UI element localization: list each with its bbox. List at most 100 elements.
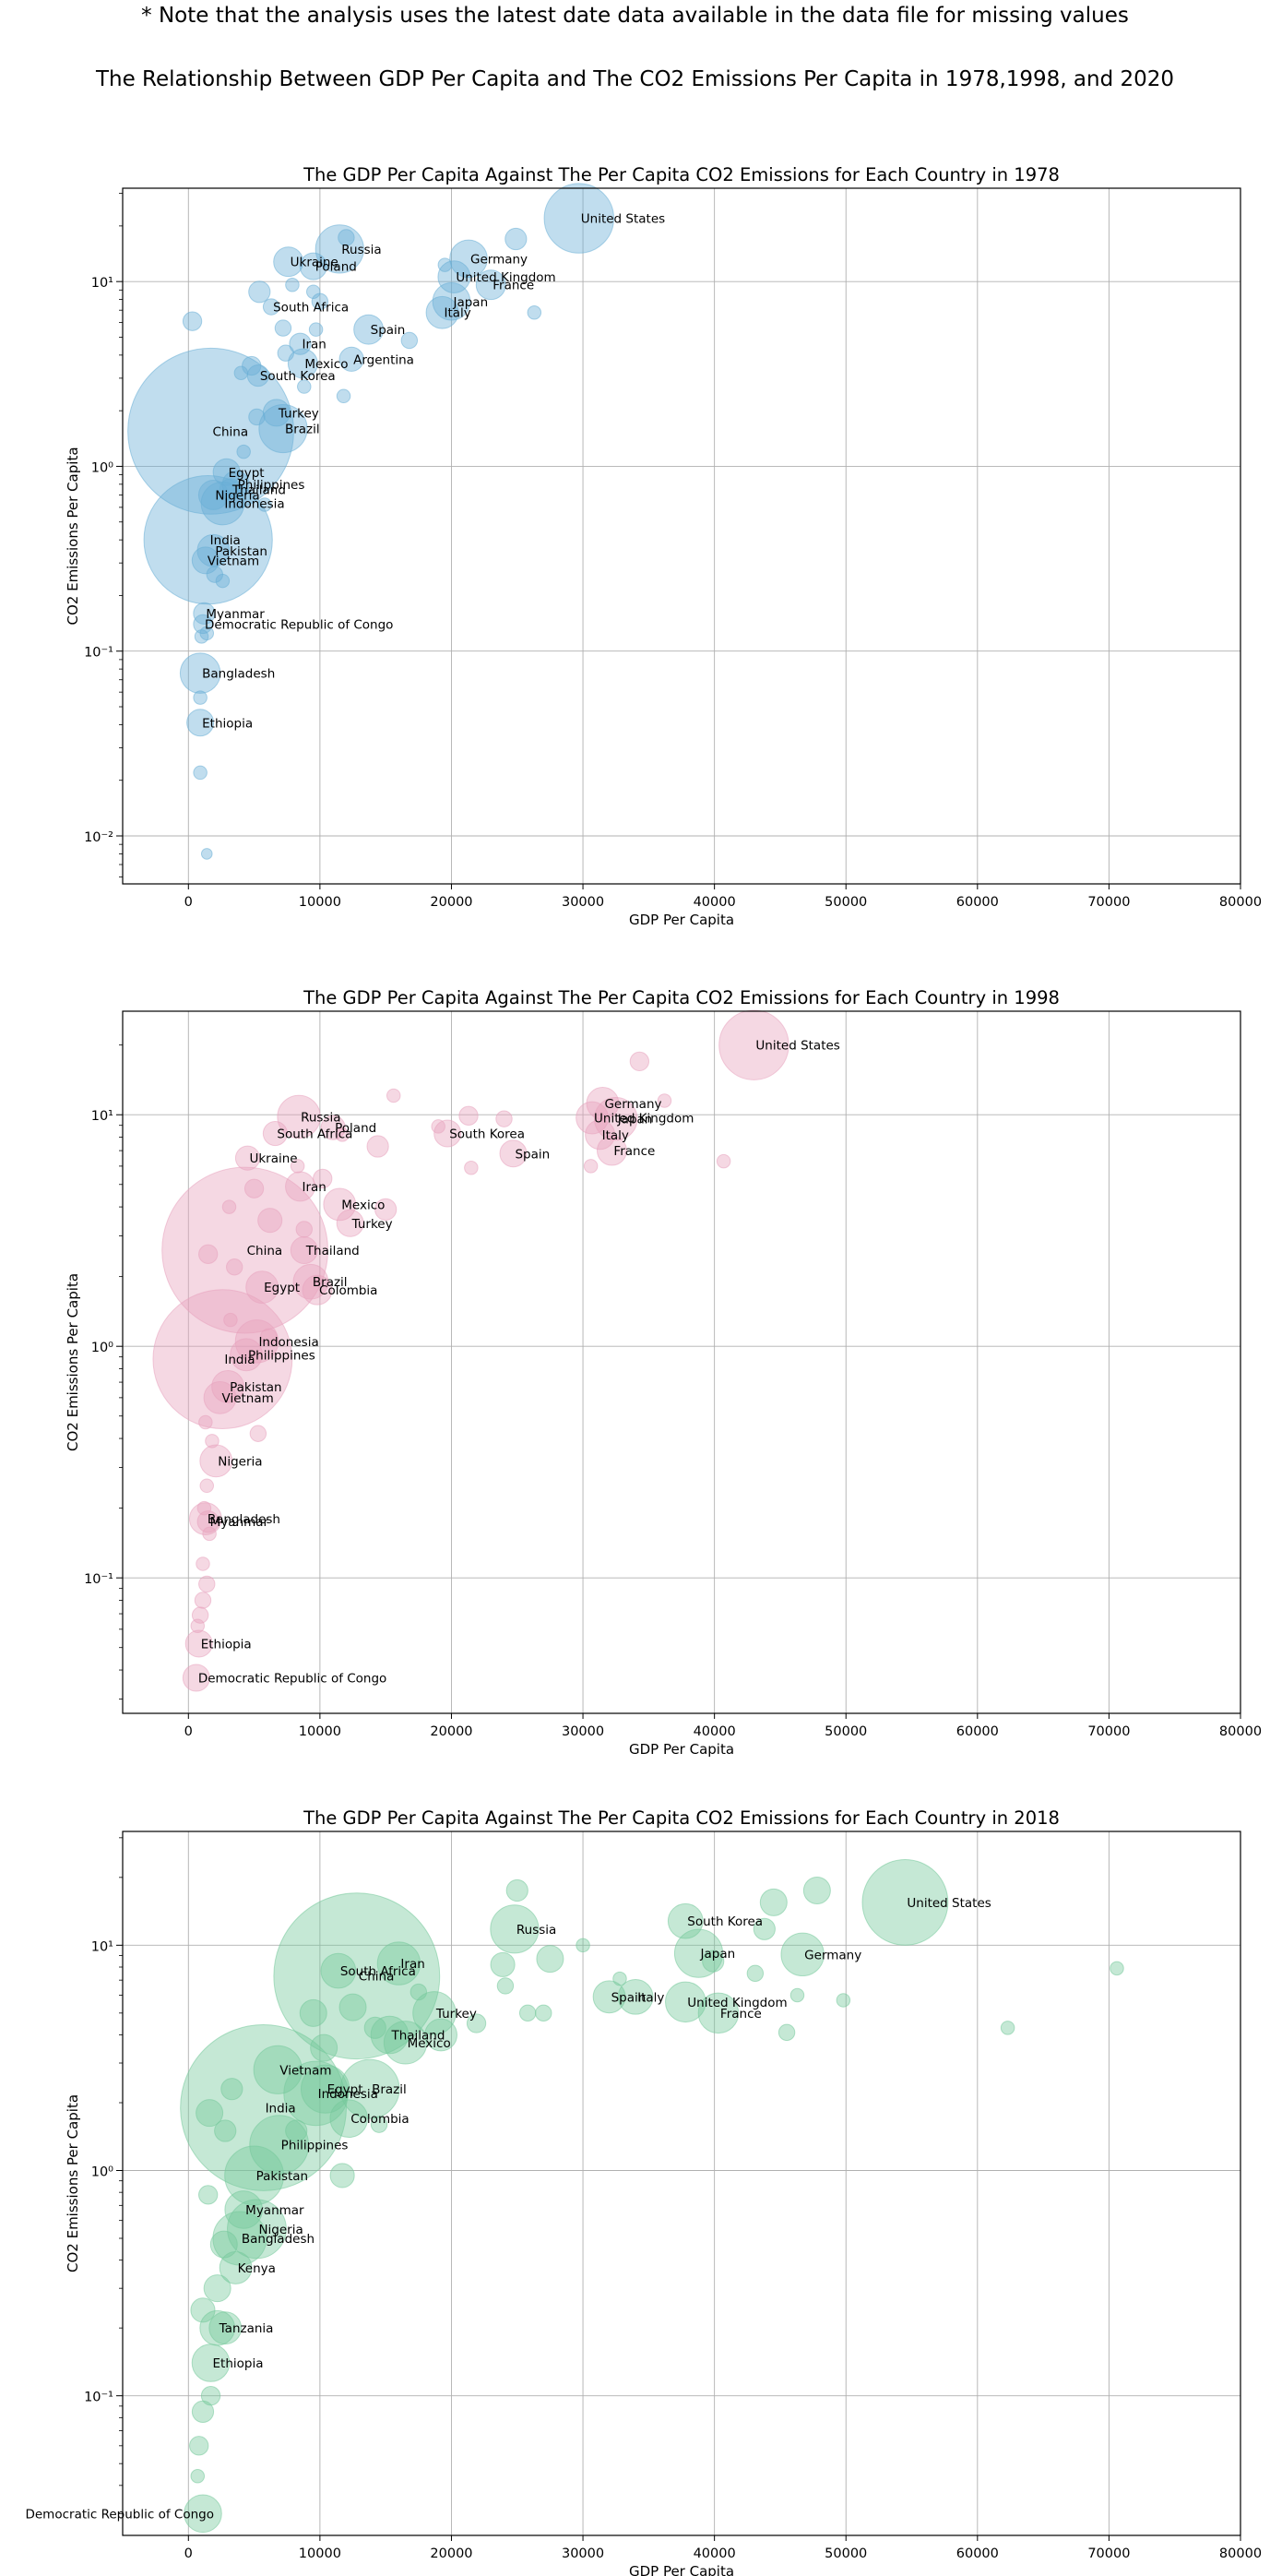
- data-point: [789, 1987, 805, 2003]
- data-point: [437, 257, 453, 272]
- data-point: [290, 1236, 318, 1265]
- data-point: [221, 1199, 237, 1214]
- data-point: [400, 331, 419, 350]
- data-point: [194, 1592, 212, 1609]
- country-label: Ukraine: [291, 256, 338, 270]
- country-label: Pakistan: [256, 2169, 309, 2184]
- country-label: South Africa: [273, 301, 349, 316]
- x-tick-label: 0: [184, 895, 193, 910]
- data-point: [338, 346, 364, 372]
- data-point: [285, 1171, 315, 1202]
- data-point: [208, 2311, 243, 2345]
- data-point: [245, 1270, 279, 1305]
- data-point: [161, 1166, 329, 1334]
- figure-title: The Relationship Between GDP Per Capita …: [95, 67, 1175, 91]
- country-label: Colombia: [350, 2112, 409, 2127]
- country-label: Nigeria: [258, 2223, 303, 2237]
- data-point: [718, 1009, 789, 1080]
- country-label: Turkey: [351, 1217, 393, 1232]
- data-point: [697, 1992, 740, 2034]
- data-point: [329, 2163, 355, 2188]
- y-tick-label: 10⁻¹: [84, 2391, 113, 2405]
- y-axis-label: CO2 Emissions Per Capita: [65, 1273, 81, 1451]
- country-label: France: [613, 1144, 655, 1159]
- data-point: [592, 1980, 626, 2014]
- country-label: Mexico: [341, 1198, 385, 1212]
- data-point: [629, 1051, 650, 1072]
- country-label: Indonesia: [224, 497, 284, 512]
- data-point: [335, 1127, 350, 1142]
- data-point: [861, 1858, 949, 1946]
- chart-title: The GDP Per Capita Against The Per Capit…: [303, 987, 1060, 1008]
- x-tick-label: 40000: [694, 895, 736, 910]
- data-point: [249, 2115, 310, 2176]
- country-label: Turkey: [435, 2007, 477, 2021]
- country-label: Italy: [602, 1128, 629, 1143]
- data-point: [230, 1338, 263, 1372]
- data-point: [673, 1928, 724, 1978]
- country-label: France: [720, 2007, 762, 2021]
- country-label: Myanmar: [245, 2203, 304, 2218]
- data-point: [234, 1145, 261, 1171]
- data-point: [409, 1983, 428, 2001]
- data-point: [302, 1274, 333, 1306]
- data-point: [802, 1876, 831, 1904]
- country-label: Nigeria: [215, 488, 259, 503]
- chart-title: The GDP Per Capita Against The Per Capit…: [303, 164, 1060, 185]
- data-point: [203, 2274, 231, 2303]
- country-label: Indonesia: [258, 1335, 318, 1350]
- x-tick-label: 10000: [299, 895, 341, 910]
- y-axis-label: CO2 Emissions Per Capita: [65, 2094, 81, 2272]
- data-point: [458, 1105, 479, 1126]
- x-tick-label: 20000: [430, 1724, 472, 1739]
- data-point: [199, 2309, 236, 2346]
- data-point: [224, 2190, 263, 2229]
- country-label: Japan: [452, 295, 488, 310]
- country-label: Ethiopia: [202, 716, 253, 731]
- x-tick-label: 20000: [430, 895, 472, 910]
- country-label: Poland: [335, 1121, 376, 1136]
- x-tick-label: 10000: [299, 1724, 341, 1739]
- data-point: [190, 2297, 216, 2323]
- data-point: [336, 1209, 364, 1237]
- data-point: [667, 1902, 704, 1939]
- data-point: [200, 848, 213, 860]
- data-point: [702, 1950, 725, 1973]
- data-point: [495, 1110, 513, 1127]
- x-tick-label: 30000: [562, 2546, 604, 2561]
- country-label: Brazil: [313, 1275, 348, 1290]
- data-point: [273, 246, 304, 278]
- data-point: [198, 1575, 216, 1593]
- data-point: [374, 1198, 398, 1221]
- data-point: [496, 1977, 515, 1995]
- data-point: [292, 1263, 329, 1300]
- data-point: [257, 1208, 283, 1234]
- data-point: [585, 1119, 616, 1151]
- data-point: [205, 1434, 220, 1449]
- data-point: [499, 1139, 528, 1168]
- y-tick-label: 10⁰: [91, 2165, 113, 2180]
- country-label: Japan: [617, 1113, 653, 1127]
- country-label: France: [493, 279, 534, 293]
- data-point: [437, 260, 471, 294]
- data-point: [716, 1153, 731, 1169]
- x-tick-label: 0: [184, 1724, 193, 1739]
- country-label: India: [224, 1353, 255, 1367]
- data-point: [233, 365, 249, 381]
- data-point: [313, 1168, 333, 1189]
- data-point: [338, 229, 355, 246]
- data-point: [253, 2045, 303, 2094]
- data-point: [315, 224, 364, 274]
- data-point: [370, 2015, 409, 2055]
- data-point: [432, 281, 471, 321]
- data-point: [617, 1978, 654, 2015]
- country-label: Thailand: [305, 1244, 360, 1258]
- country-label: Ethiopia: [201, 1637, 252, 1652]
- data-point: [143, 475, 273, 605]
- country-label: India: [266, 2101, 296, 2116]
- country-label: Bangladesh: [202, 667, 275, 682]
- data-point: [310, 2033, 338, 2062]
- data-point: [543, 183, 614, 254]
- data-point: [299, 252, 327, 280]
